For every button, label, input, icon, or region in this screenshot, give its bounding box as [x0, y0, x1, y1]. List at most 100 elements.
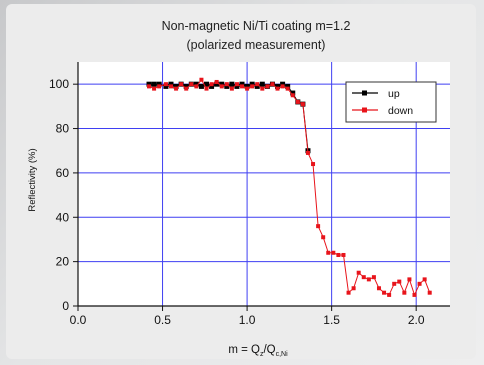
data-point-down [189, 82, 194, 87]
data-point-down [351, 286, 356, 291]
data-point-up [285, 83, 291, 89]
data-point-up [168, 81, 174, 87]
y-tick-label: 100 [49, 77, 69, 91]
data-point-down [199, 77, 204, 82]
data-point-down [427, 290, 432, 295]
data-point-down [376, 286, 381, 291]
data-point-down [265, 84, 270, 89]
data-point-up [254, 83, 260, 89]
data-point-down [245, 86, 250, 91]
data-point-down [311, 162, 316, 167]
data-point-down [321, 235, 326, 240]
data-point-down [402, 290, 407, 295]
data-point-down [179, 82, 184, 87]
data-point-down [336, 252, 341, 257]
data-point-down [331, 250, 336, 255]
x-axis-label: m = Qz/Qc,Ni [228, 344, 288, 358]
data-point-up [193, 81, 199, 87]
legend: up down [345, 81, 437, 123]
y-tick-label: 0 [62, 299, 69, 313]
data-point-down [300, 102, 305, 107]
data-point-down [204, 86, 209, 91]
data-point-down [229, 86, 234, 91]
y-tick-label: 80 [56, 122, 70, 136]
data-point-up [249, 81, 255, 87]
data-point-down [371, 275, 376, 280]
data-point-down [356, 270, 361, 275]
data-point-up [229, 81, 235, 87]
legend-marker-up [362, 90, 367, 96]
plot-area: 0.0 0.5 1.0 1.5 2.0 0 20 40 60 80 100 up down [49, 62, 450, 327]
data-point-down [152, 86, 157, 91]
data-point-down [209, 82, 214, 87]
data-point-down [361, 275, 366, 280]
data-point-down [157, 84, 162, 89]
data-point-down [341, 252, 346, 257]
data-point-down [397, 279, 402, 284]
y-tick-label: 60 [56, 166, 70, 180]
data-point-up [280, 81, 286, 87]
data-point-down [169, 84, 173, 89]
chart-subtitle: (polarized measurement) [187, 38, 326, 52]
data-point-down [240, 84, 245, 89]
legend-label-down: down [388, 105, 413, 117]
data-point-down [250, 84, 255, 89]
y-tick-label: 40 [56, 210, 70, 224]
data-point-down [275, 86, 280, 91]
data-point-up [239, 81, 245, 87]
data-point-up [151, 81, 157, 87]
data-point-down [147, 84, 152, 89]
legend-box [345, 81, 437, 123]
data-point-down [412, 292, 417, 297]
data-point-up [146, 81, 152, 87]
data-point-down [295, 99, 300, 104]
x-tick-label: 0.0 [70, 313, 87, 327]
x-tick-label: 1.0 [239, 313, 256, 327]
data-point-up [275, 83, 281, 89]
data-point-up [204, 81, 210, 87]
data-point-up [173, 83, 179, 89]
data-point-up [224, 83, 230, 89]
legend-marker-down [362, 107, 367, 113]
data-point-down [234, 82, 239, 87]
data-point-down [260, 86, 265, 91]
data-point-up [259, 81, 265, 87]
data-point-down [255, 82, 260, 87]
x-tick-label: 0.5 [154, 313, 171, 327]
data-point-down [280, 84, 285, 89]
data-point-up [244, 83, 250, 89]
x-tick-label: 2.0 [408, 313, 425, 327]
x-tick-label: 1.5 [323, 313, 340, 327]
data-point-up [183, 83, 189, 89]
data-point-down [346, 290, 351, 295]
data-point-down [382, 290, 387, 295]
data-point-down [316, 224, 321, 229]
data-point-down [326, 250, 331, 255]
data-point-down [417, 281, 422, 286]
data-point-down [219, 84, 224, 89]
y-axis-label: Reflectivity (%) [27, 148, 38, 211]
data-point-down [366, 277, 371, 282]
data-point-down [163, 82, 168, 87]
data-point-down [422, 277, 427, 282]
y-tick-label: 20 [56, 255, 70, 269]
data-point-down [194, 84, 199, 89]
data-point-up [214, 81, 220, 87]
data-point-down [290, 93, 295, 98]
data-point-down [184, 86, 189, 91]
data-point-down [214, 79, 219, 84]
data-point-down [392, 281, 397, 286]
data-point-up [290, 90, 296, 96]
data-point-down [224, 82, 229, 87]
chart-title: Non-magnetic Ni/Ti coating m=1.2 [162, 19, 351, 33]
data-point-down [305, 150, 310, 155]
data-point-up [156, 81, 162, 87]
data-point-up [163, 83, 169, 89]
data-point-down [270, 82, 275, 87]
data-point-down [407, 277, 412, 282]
data-point-up [219, 81, 225, 87]
legend-label-up: up [388, 88, 400, 100]
data-point-down [387, 292, 392, 297]
